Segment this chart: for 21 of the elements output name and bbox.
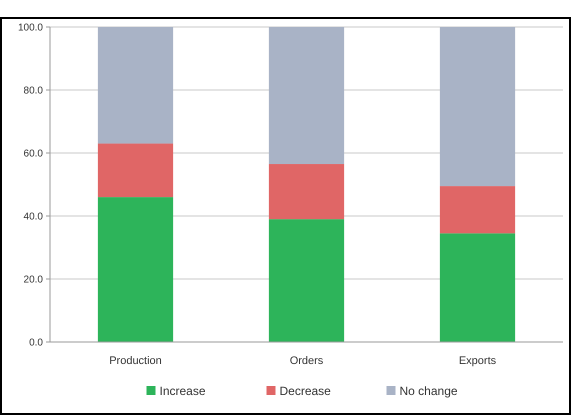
y-tick-label: 0.0 bbox=[29, 338, 44, 348]
x-tick-label: Production bbox=[109, 355, 162, 367]
bar bbox=[440, 233, 516, 342]
y-tick-label: 80.0 bbox=[24, 86, 44, 96]
bar bbox=[440, 27, 516, 186]
legend-label: Increase bbox=[160, 384, 206, 398]
y-tick-label: 100.0 bbox=[18, 22, 44, 34]
y-tick-label: 40.0 bbox=[24, 212, 44, 222]
bar bbox=[440, 186, 516, 234]
x-tick-label: Orders bbox=[290, 355, 324, 367]
bar bbox=[268, 27, 344, 164]
legend-label: No change bbox=[400, 384, 458, 398]
y-tick-label: 60.0 bbox=[24, 148, 44, 160]
bar bbox=[98, 27, 174, 144]
bar bbox=[268, 164, 344, 220]
y-tick-label: 20.0 bbox=[24, 274, 44, 286]
x-tick-label: Exports bbox=[458, 355, 497, 367]
bar bbox=[98, 144, 174, 198]
bar bbox=[98, 197, 174, 342]
bar bbox=[268, 219, 344, 342]
legend-label: Decrease bbox=[280, 384, 332, 398]
